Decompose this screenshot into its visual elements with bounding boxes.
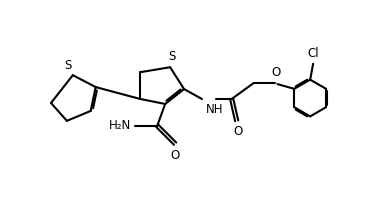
Text: S: S bbox=[64, 59, 71, 72]
Text: O: O bbox=[233, 125, 242, 138]
Text: Cl: Cl bbox=[308, 47, 319, 60]
Text: S: S bbox=[168, 50, 176, 63]
Text: NH: NH bbox=[206, 103, 223, 116]
Text: O: O bbox=[272, 66, 281, 79]
Text: H₂N: H₂N bbox=[109, 119, 131, 132]
Text: O: O bbox=[170, 149, 180, 162]
